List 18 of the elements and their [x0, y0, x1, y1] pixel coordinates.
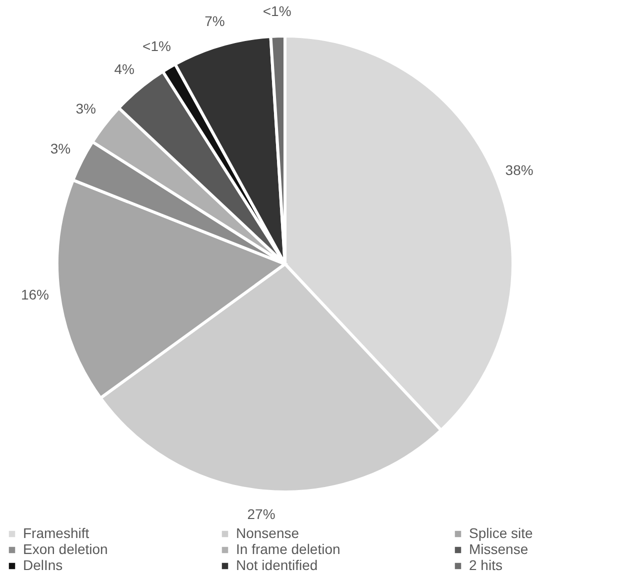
legend-label: Not identified	[236, 557, 318, 573]
data-label: 4%	[114, 60, 134, 77]
data-label: 3%	[76, 100, 96, 117]
legend-label: 2 hits	[469, 557, 502, 573]
data-label: 38%	[505, 162, 534, 178]
legend-label: Splice site	[469, 525, 534, 541]
legend-label: Exon deletion	[23, 541, 108, 557]
data-label: 27%	[247, 506, 276, 522]
data-label: 16%	[20, 286, 50, 303]
data-label: <1%	[262, 3, 292, 20]
data-label: 7%	[204, 13, 225, 30]
legend-label: Frameshift	[23, 525, 90, 541]
legend-label: Missense	[469, 541, 528, 557]
data-label: 3%	[50, 140, 71, 157]
legend-label: In frame deletion	[236, 541, 340, 557]
data-label: <1%	[142, 38, 171, 54]
legend-label: Nonsense	[236, 525, 300, 541]
legend-label: DelIns	[23, 557, 63, 573]
